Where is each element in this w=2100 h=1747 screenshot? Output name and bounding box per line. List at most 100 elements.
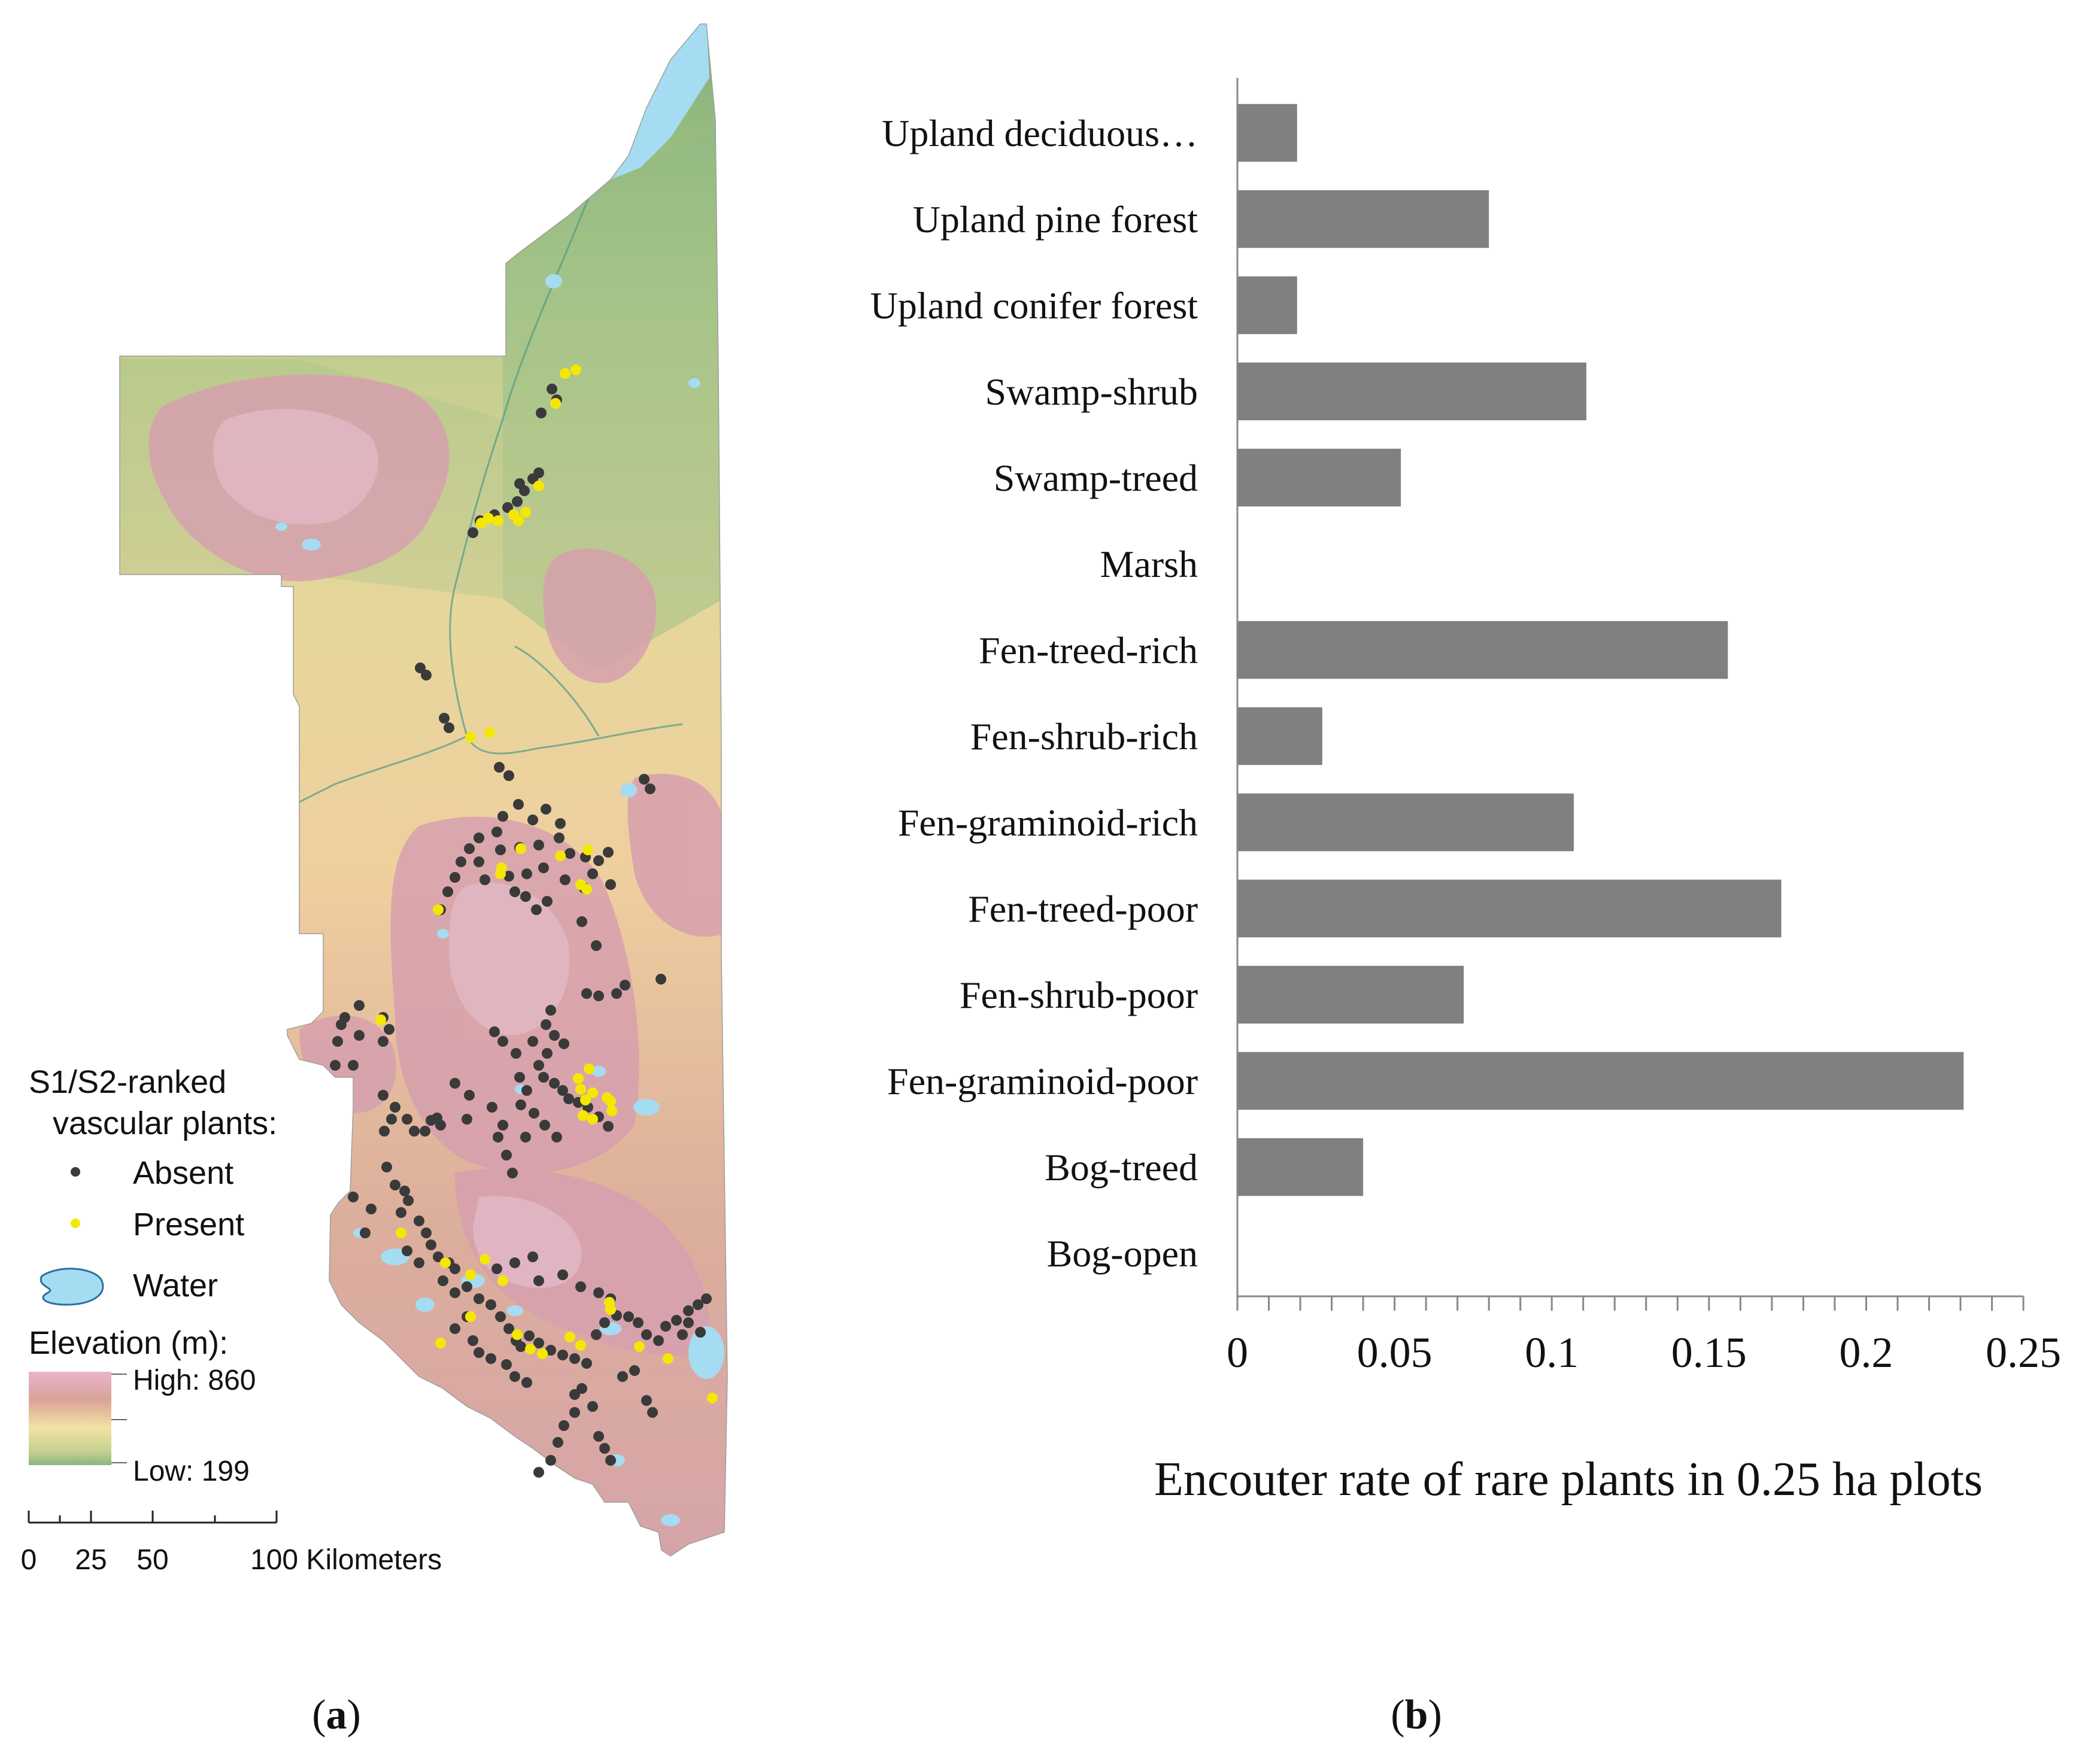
absent-plot-marker: [426, 1115, 436, 1126]
absent-plot-marker: [433, 1251, 444, 1262]
absent-plot-marker: [533, 1275, 544, 1286]
absent-plot-marker: [545, 1345, 556, 1356]
water-legend-icon: [40, 1268, 104, 1306]
absent-plot-marker: [527, 473, 538, 484]
absent-plot-marker: [695, 1327, 706, 1338]
x-axis-ticks: [1236, 1296, 2025, 1311]
absent-plot-marker: [542, 1048, 553, 1059]
absent-plot-marker: [531, 904, 542, 915]
caption-b-open: (: [1391, 1692, 1404, 1738]
absent-plot-marker: [569, 1353, 580, 1364]
absent-plot-marker: [520, 891, 531, 902]
bar: [1237, 448, 1401, 507]
absent-plot-marker: [549, 1030, 560, 1041]
x-axis-tick-labels: 0 0.05 0.1 0.15 0.2 0.25: [1227, 1329, 2061, 1377]
absent-plot-marker: [538, 1072, 549, 1083]
caption-a-close: ): [347, 1692, 361, 1738]
absent-plot-marker: [494, 762, 505, 773]
absent-plot-marker: [501, 1359, 512, 1370]
absent-plot-marker: [450, 1287, 460, 1298]
absent-plot-marker: [593, 1431, 604, 1442]
absent-plot-marker: [671, 1315, 682, 1326]
present-plot-marker: [582, 844, 593, 855]
present-plot-marker: [663, 1353, 673, 1364]
absent-plot-marker: [533, 840, 544, 850]
legend-absent-label: Absent: [133, 1155, 233, 1191]
absent-plot-marker: [576, 916, 587, 927]
absent-plot-marker: [414, 1216, 424, 1226]
absent-plot-marker: [497, 1036, 508, 1047]
absent-plot-marker: [381, 1162, 392, 1172]
absent-plot-marker: [450, 1323, 460, 1334]
absent-plot-marker: [450, 1263, 460, 1274]
absent-plot-marker: [593, 1287, 604, 1298]
x-axis-title: Encouter rate of rare plants in 0.25 ha …: [1154, 1453, 1983, 1506]
present-plot-marker: [573, 1073, 584, 1084]
absent-plot-marker: [527, 1251, 538, 1262]
absent-plot-marker: [593, 855, 604, 866]
absent-plot-marker: [524, 1330, 535, 1341]
legend-title-line1: S1/S2-ranked: [29, 1064, 226, 1100]
absent-plot-marker: [521, 1377, 532, 1388]
absent-plot-marker: [549, 1078, 560, 1089]
absent-plot-marker: [354, 1000, 365, 1011]
absent-plot-marker: [456, 856, 466, 867]
absent-plot-marker: [521, 868, 532, 879]
bar: [1237, 707, 1322, 765]
absent-marker-icon: [71, 1167, 80, 1177]
absent-plot-marker: [384, 1024, 394, 1035]
absent-plot-marker: [474, 833, 484, 843]
absent-plot-marker: [378, 1036, 389, 1047]
absent-plot-marker: [421, 670, 432, 680]
rivers: [299, 155, 683, 803]
absent-plot-marker: [509, 886, 520, 897]
absent-plot-marker: [509, 1371, 520, 1382]
present-plot-marker: [493, 515, 503, 526]
present-plot-marker: [555, 850, 566, 861]
present-plot-marker: [515, 843, 526, 854]
absent-plot-marker: [545, 1005, 556, 1016]
caption-a-letter: a: [326, 1692, 347, 1738]
absent-plot-marker: [645, 783, 656, 794]
absent-plot-marker: [559, 1038, 569, 1049]
absent-plot-marker: [497, 1120, 508, 1131]
absent-plot-marker: [701, 1293, 712, 1304]
absent-plot-marker: [464, 1090, 475, 1101]
absent-plot-marker: [512, 496, 523, 507]
category-label: Fen-shrub-poor: [960, 974, 1198, 1016]
absent-plot-marker: [514, 1072, 525, 1083]
absent-plot-marker: [515, 1341, 526, 1352]
absent-plot-marker: [426, 1239, 436, 1250]
absent-plot-marker: [617, 1371, 628, 1382]
absent-plot-marker: [683, 1317, 694, 1328]
absent-plot-marker: [605, 879, 616, 890]
absent-plot-marker: [336, 1019, 347, 1030]
absent-plot-marker: [593, 991, 604, 1001]
absent-plot-marker: [501, 1150, 512, 1160]
absent-plot-marker: [541, 804, 551, 815]
absent-plot-marker: [520, 1132, 531, 1143]
absent-plot-marker: [536, 408, 547, 418]
absent-plot-marker: [656, 974, 666, 985]
absent-plot-marker: [587, 868, 598, 879]
absent-plot-marker: [633, 1317, 644, 1328]
present-plot-marker: [587, 1114, 598, 1125]
legend-elevation-title: Elevation (m):: [29, 1325, 228, 1361]
present-plot-marker: [495, 868, 506, 879]
absent-plot-marker: [464, 843, 475, 854]
x-tick-label: 0.05: [1357, 1329, 1433, 1377]
present-plot-marker: [465, 1311, 476, 1322]
absent-plot-marker: [529, 1108, 539, 1119]
present-plot-marker: [465, 1269, 476, 1280]
scale-tick-0: 0: [21, 1544, 37, 1576]
absent-plot-marker: [399, 1186, 410, 1196]
absent-plot-marker: [563, 1093, 574, 1104]
absent-plot-marker: [513, 799, 524, 810]
legend-title-line2: vascular plants:: [53, 1105, 277, 1141]
absent-plot-marker: [599, 1443, 610, 1454]
absent-plot-marker: [409, 1126, 420, 1137]
absent-plot-marker: [480, 874, 490, 885]
present-plot-marker: [580, 1095, 591, 1105]
x-tick-label: 0.1: [1525, 1329, 1579, 1377]
bar: [1237, 190, 1489, 248]
